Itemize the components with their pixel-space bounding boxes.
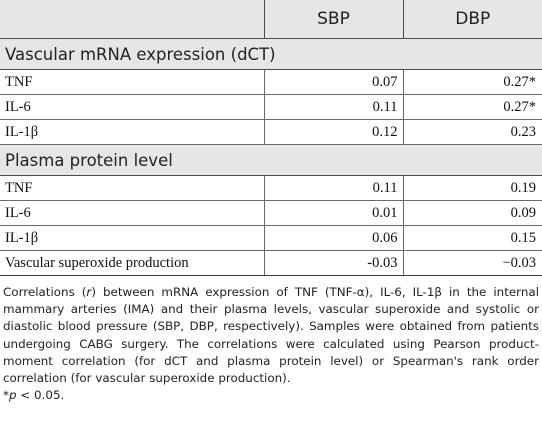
dbp-value: 0.23 bbox=[403, 119, 542, 145]
table-row: TNF 0.11 0.19 bbox=[0, 175, 542, 201]
section-title: Vascular mRNA expression (dCT) bbox=[0, 38, 542, 70]
table-row: Vascular superoxide production -0.03 −0.… bbox=[0, 250, 542, 276]
dbp-value: 0.09 bbox=[403, 200, 542, 226]
caption-start: Correlations ( bbox=[3, 285, 87, 299]
row-label: IL-6 bbox=[0, 94, 265, 120]
row-label: TNF bbox=[0, 175, 265, 201]
row-label: Vascular superoxide production bbox=[0, 250, 265, 276]
table-row: IL-1β 0.12 0.23 bbox=[0, 119, 542, 145]
row-label: IL-6 bbox=[0, 200, 265, 226]
dbp-value: 0.27* bbox=[403, 94, 542, 120]
table-row: TNF 0.07 0.27* bbox=[0, 69, 542, 95]
footnote-caption: Correlations (r) between mRNA expression… bbox=[3, 284, 539, 387]
significance-threshold: < 0.05. bbox=[16, 388, 65, 403]
section-title: Plasma protein level bbox=[0, 144, 542, 176]
section-header-row: Vascular mRNA expression (dCT) bbox=[0, 38, 542, 70]
significance-note: *p < 0.05. bbox=[3, 387, 539, 404]
table-row: IL-6 0.11 0.27* bbox=[0, 94, 542, 120]
sbp-value: 0.12 bbox=[264, 119, 404, 145]
header-row: SBP DBP bbox=[0, 0, 542, 39]
row-label: IL-1β bbox=[0, 119, 265, 145]
row-label: TNF bbox=[0, 69, 265, 95]
sbp-value: -0.03 bbox=[264, 250, 404, 276]
sbp-value: 0.06 bbox=[264, 225, 404, 251]
p-symbol: p bbox=[8, 388, 17, 403]
dbp-value: −0.03 bbox=[403, 250, 542, 276]
sbp-value: 0.01 bbox=[264, 200, 404, 226]
correlation-table: SBP DBP Vascular mRNA expression (dCT) T… bbox=[0, 0, 542, 276]
dbp-value: 0.27* bbox=[403, 69, 542, 95]
table-row: IL-6 0.01 0.09 bbox=[0, 200, 542, 226]
sbp-value: 0.07 bbox=[264, 69, 404, 95]
caption-body: ) between mRNA expression of TNF (TNF-α)… bbox=[3, 285, 539, 386]
significance-star: * bbox=[3, 388, 9, 403]
dbp-value: 0.15 bbox=[403, 225, 542, 251]
sbp-value: 0.11 bbox=[264, 175, 404, 201]
r-symbol: r bbox=[86, 285, 92, 299]
section-header-row: Plasma protein level bbox=[0, 144, 542, 176]
header-dbp: DBP bbox=[403, 0, 542, 39]
table-footnote: Correlations (r) between mRNA expression… bbox=[3, 284, 539, 404]
table-row: IL-1β 0.06 0.15 bbox=[0, 225, 542, 251]
header-blank-cell bbox=[0, 0, 265, 39]
row-label: IL-1β bbox=[0, 225, 265, 251]
header-sbp: SBP bbox=[264, 0, 404, 39]
dbp-value: 0.19 bbox=[403, 175, 542, 201]
sbp-value: 0.11 bbox=[264, 94, 404, 120]
